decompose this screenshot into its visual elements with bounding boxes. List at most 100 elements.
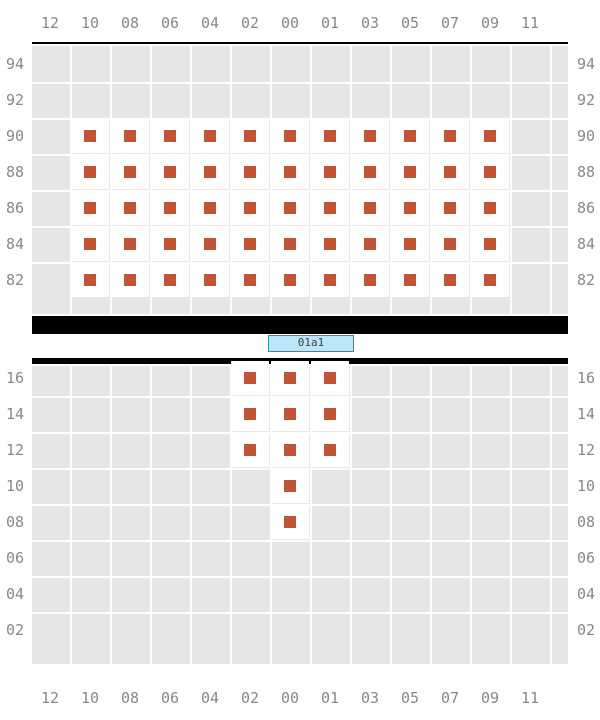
seat-marker[interactable] <box>364 130 376 142</box>
row-label: 08 <box>6 513 24 531</box>
seat-marker[interactable] <box>204 238 216 250</box>
seat-marker[interactable] <box>324 444 336 456</box>
seat-marker[interactable] <box>484 274 496 286</box>
row-label: 12 <box>6 441 24 459</box>
seat-marker[interactable] <box>164 166 176 178</box>
seat-marker[interactable] <box>444 238 456 250</box>
row-label: 14 <box>6 405 24 423</box>
seat-marker[interactable] <box>404 274 416 286</box>
seat-marker[interactable] <box>244 202 256 214</box>
seat-marker[interactable] <box>204 166 216 178</box>
row-label: 86 <box>577 199 595 217</box>
seat-marker[interactable] <box>124 274 136 286</box>
seat-marker[interactable] <box>244 372 256 384</box>
col-label: 09 <box>481 14 499 32</box>
seat-marker[interactable] <box>404 130 416 142</box>
gridline-v <box>550 364 552 666</box>
seat-marker[interactable] <box>324 372 336 384</box>
seat-marker[interactable] <box>284 166 296 178</box>
seat-marker[interactable] <box>244 166 256 178</box>
seat-marker[interactable] <box>364 274 376 286</box>
seat-marker[interactable] <box>124 166 136 178</box>
seat-marker[interactable] <box>324 274 336 286</box>
col-label: 01 <box>321 689 339 707</box>
gridline-h <box>32 576 568 578</box>
seat-marker[interactable] <box>204 130 216 142</box>
row-label: 16 <box>6 369 24 387</box>
gridline-h <box>32 82 568 84</box>
seat-marker[interactable] <box>84 130 96 142</box>
seat-marker[interactable] <box>404 202 416 214</box>
row-label: 82 <box>6 271 24 289</box>
seat-map-canvas: 1210080604020001030507091112100806040200… <box>0 0 600 720</box>
seat-marker[interactable] <box>364 202 376 214</box>
col-label: 12 <box>41 689 59 707</box>
row-label: 10 <box>6 477 24 495</box>
seat-marker[interactable] <box>484 166 496 178</box>
seat-marker[interactable] <box>444 130 456 142</box>
seat-marker[interactable] <box>84 274 96 286</box>
seat-marker[interactable] <box>284 130 296 142</box>
seat-marker[interactable] <box>244 444 256 456</box>
col-label: 03 <box>361 14 379 32</box>
seat-marker[interactable] <box>164 238 176 250</box>
gridline-v <box>190 364 192 666</box>
seat-marker[interactable] <box>204 202 216 214</box>
seat-marker[interactable] <box>284 238 296 250</box>
seat-marker[interactable] <box>444 274 456 286</box>
col-label: 12 <box>41 14 59 32</box>
seat-marker[interactable] <box>324 202 336 214</box>
seat-marker[interactable] <box>244 238 256 250</box>
col-label: 07 <box>441 689 459 707</box>
seat-marker[interactable] <box>284 444 296 456</box>
seat-marker[interactable] <box>124 202 136 214</box>
seat-marker[interactable] <box>244 408 256 420</box>
col-label: 01 <box>321 14 339 32</box>
seat-marker[interactable] <box>244 130 256 142</box>
gridline-h <box>32 44 568 46</box>
seat-marker[interactable] <box>84 238 96 250</box>
seat-marker[interactable] <box>204 274 216 286</box>
seat-marker[interactable] <box>164 274 176 286</box>
row-label: 92 <box>6 91 24 109</box>
seat-marker[interactable] <box>284 202 296 214</box>
row-label: 14 <box>577 405 595 423</box>
seat-marker[interactable] <box>364 166 376 178</box>
seat-marker[interactable] <box>84 202 96 214</box>
col-label: 11 <box>521 689 539 707</box>
seat-marker[interactable] <box>284 274 296 286</box>
seat-marker[interactable] <box>484 130 496 142</box>
seat-marker[interactable] <box>284 480 296 492</box>
seat-marker[interactable] <box>164 130 176 142</box>
col-label: 08 <box>121 689 139 707</box>
gridline-v <box>550 44 552 316</box>
seat-marker[interactable] <box>284 516 296 528</box>
seat-marker[interactable] <box>124 130 136 142</box>
col-label: 02 <box>241 689 259 707</box>
seat-marker[interactable] <box>484 238 496 250</box>
seat-marker[interactable] <box>324 130 336 142</box>
seat-marker[interactable] <box>324 238 336 250</box>
seat-marker[interactable] <box>484 202 496 214</box>
col-label: 08 <box>121 14 139 32</box>
seat-marker[interactable] <box>364 238 376 250</box>
row-label: 84 <box>6 235 24 253</box>
seat-marker[interactable] <box>284 372 296 384</box>
seat-marker[interactable] <box>324 408 336 420</box>
seat-marker[interactable] <box>244 274 256 286</box>
seat-marker[interactable] <box>444 166 456 178</box>
seat-marker[interactable] <box>404 166 416 178</box>
gridline-h <box>32 664 568 666</box>
col-label: 09 <box>481 689 499 707</box>
seat-marker[interactable] <box>84 166 96 178</box>
seat-marker[interactable] <box>404 238 416 250</box>
col-label: 02 <box>241 14 259 32</box>
seat-marker[interactable] <box>284 408 296 420</box>
seat-marker[interactable] <box>164 202 176 214</box>
seat-marker[interactable] <box>124 238 136 250</box>
gridline-v <box>470 364 472 666</box>
gridline-v <box>150 364 152 666</box>
seat-marker[interactable] <box>324 166 336 178</box>
row-label: 94 <box>577 55 595 73</box>
seat-marker[interactable] <box>444 202 456 214</box>
